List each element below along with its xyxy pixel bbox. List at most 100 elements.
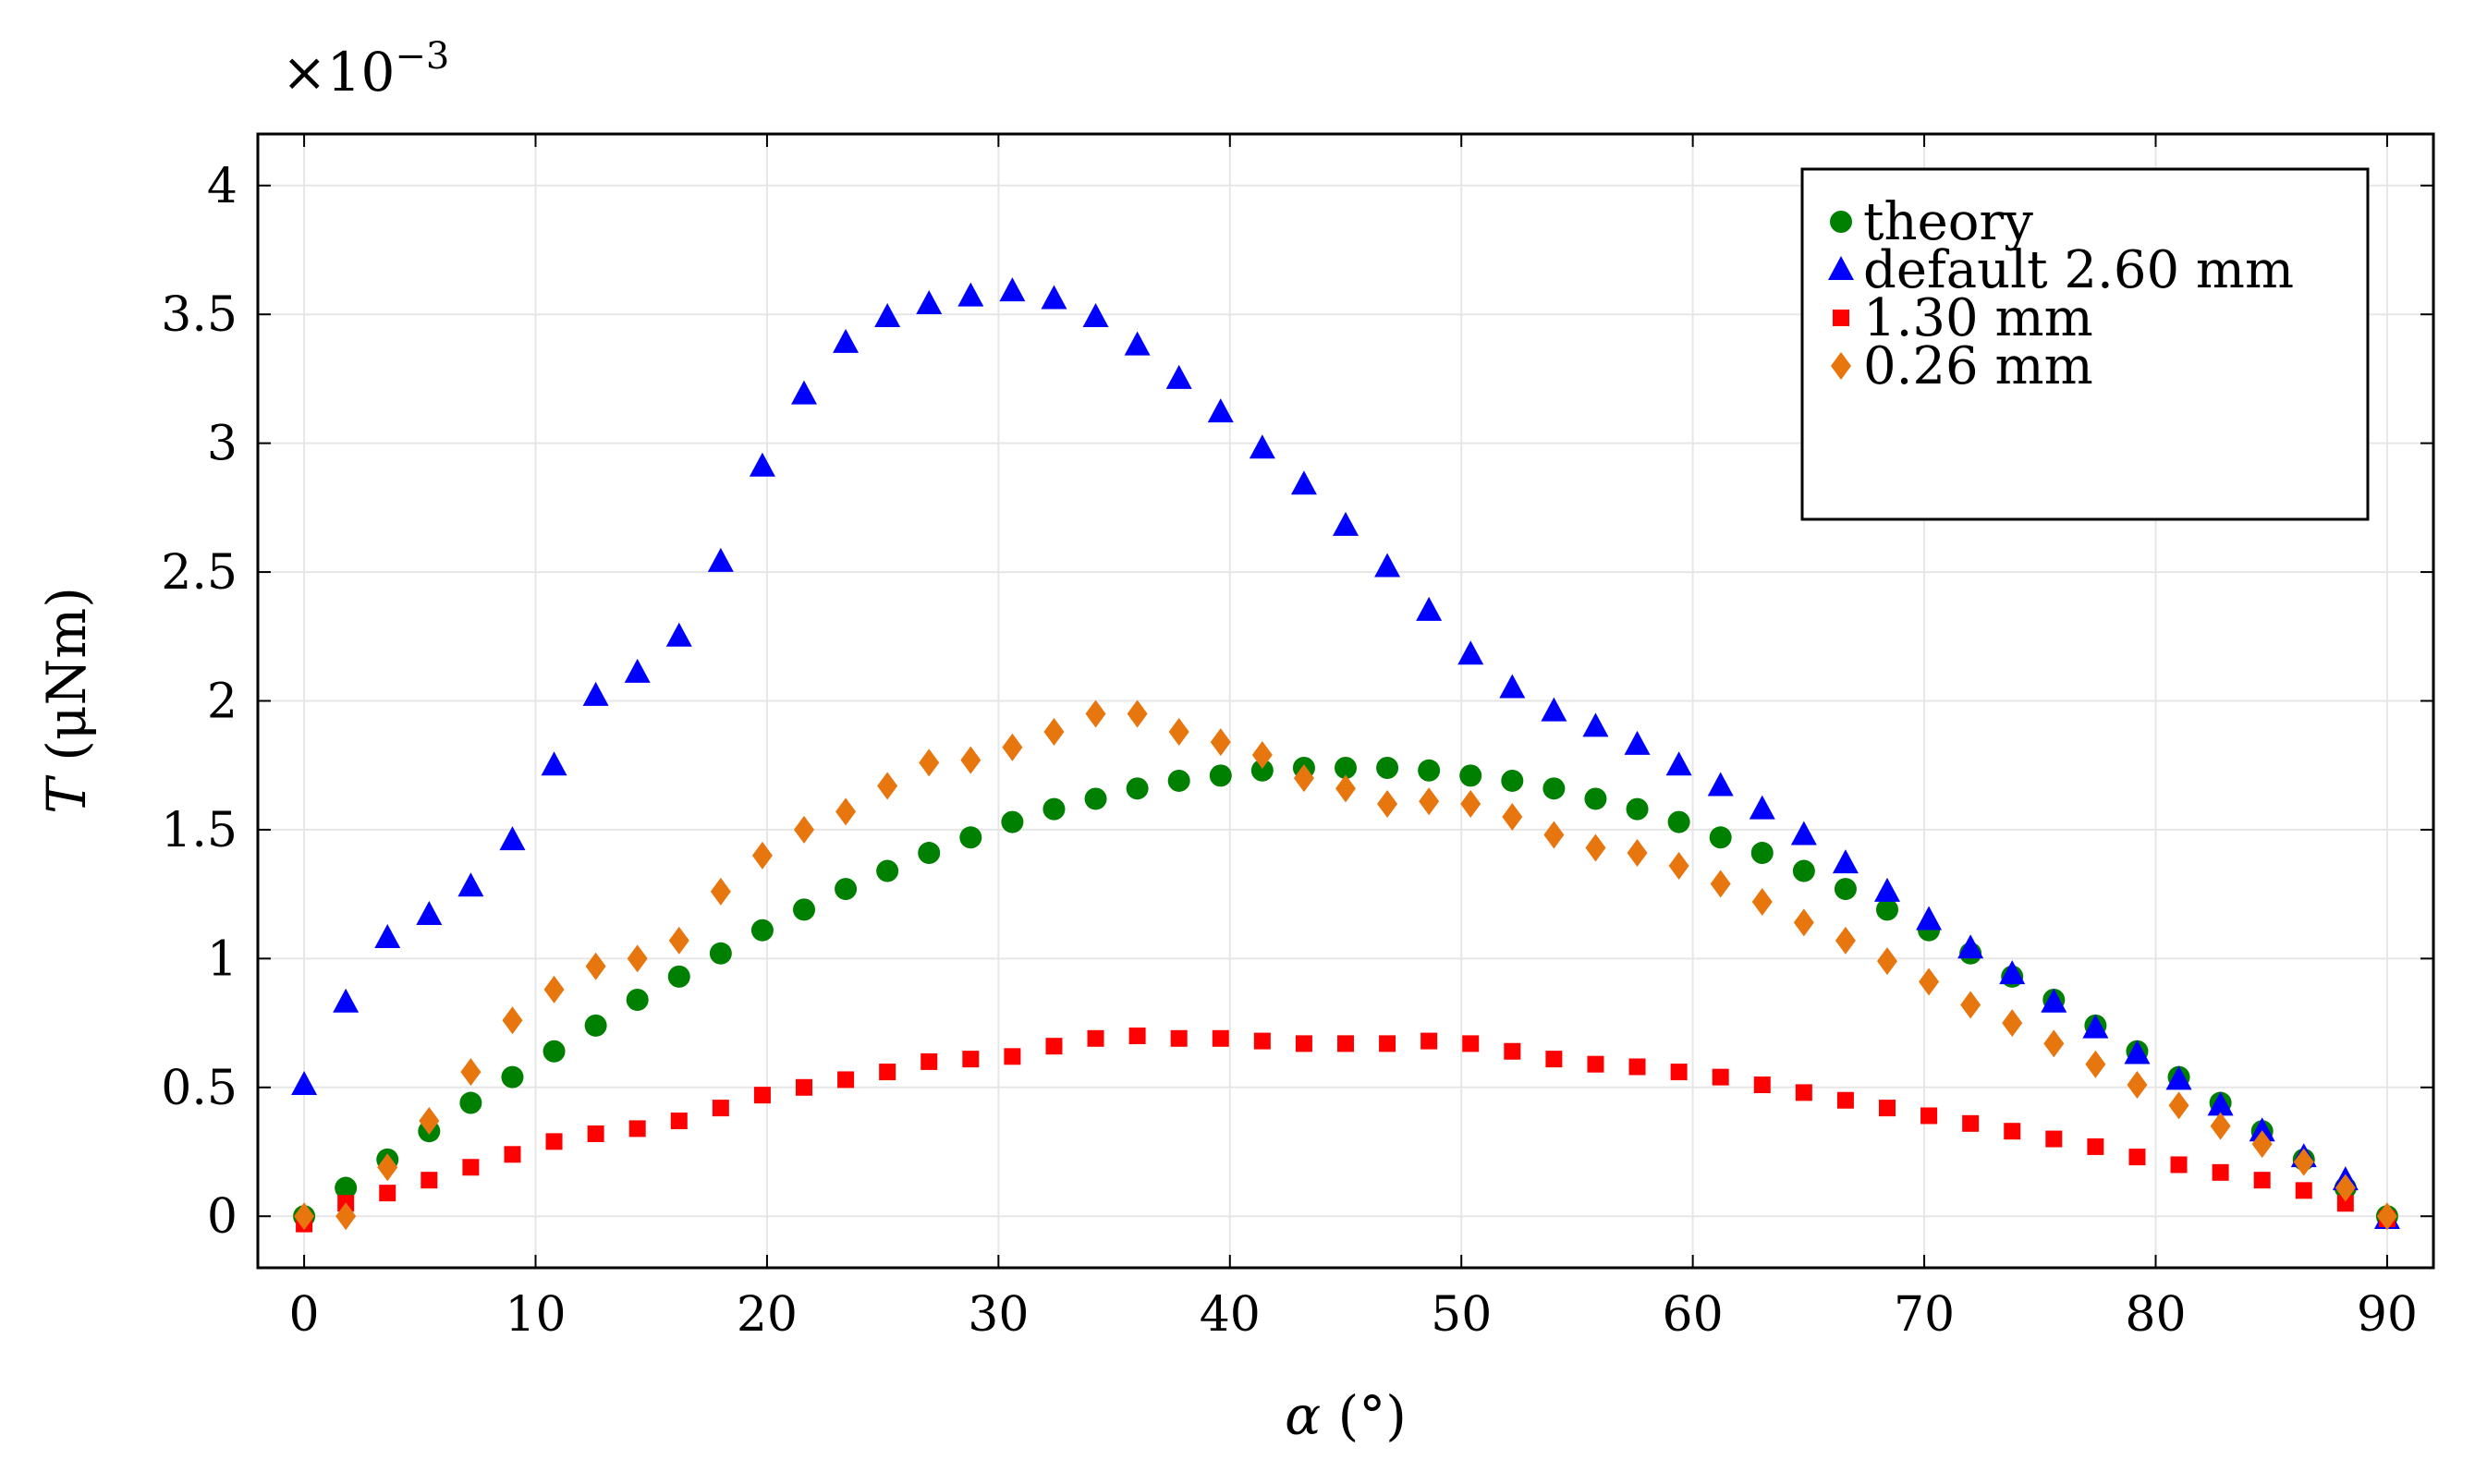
data-point xyxy=(1628,1058,1646,1076)
y-tick-labels: 0 0.5 1 1.5 2 2.5 3 3.5 4 xyxy=(161,159,238,1245)
data-point xyxy=(1128,1028,1146,1045)
data-point xyxy=(1457,640,1484,665)
data-point xyxy=(874,302,901,327)
data-point xyxy=(1124,331,1151,356)
data-point xyxy=(1712,1068,1729,1086)
legend-marker xyxy=(1830,211,1852,233)
y-multiplier: ×10−3 xyxy=(282,35,449,103)
data-point xyxy=(1709,826,1732,849)
x-tick-labels: 0 10 20 30 40 50 60 70 80 90 xyxy=(289,1287,2418,1343)
data-point xyxy=(1335,757,1357,780)
data-point xyxy=(504,1146,521,1163)
data-point xyxy=(1419,787,1440,816)
data-point xyxy=(1337,1035,1354,1052)
x-tick-label: 60 xyxy=(1663,1287,1724,1343)
data-point xyxy=(1627,839,1648,868)
data-point xyxy=(960,746,981,774)
data-point xyxy=(501,1065,524,1089)
legend-box xyxy=(1800,167,2370,521)
data-point xyxy=(416,900,443,925)
data-point xyxy=(2087,1137,2104,1155)
legend-label: 1.30 mm xyxy=(1863,288,2093,348)
x-axis-variable: α xyxy=(1285,1384,1321,1447)
data-point xyxy=(1499,674,1526,699)
data-point xyxy=(543,1040,566,1063)
data-point xyxy=(2293,1148,2314,1176)
data-point xyxy=(879,1064,896,1081)
data-point xyxy=(1209,764,1232,787)
data-point xyxy=(753,1087,771,1104)
data-point xyxy=(2045,1130,2063,1148)
legend-marker xyxy=(1828,256,1854,280)
y-axis-label: T (μNm) xyxy=(35,587,98,814)
data-point xyxy=(1916,906,1943,931)
data-point xyxy=(419,1107,440,1136)
data-point xyxy=(1749,795,1775,820)
data-point xyxy=(1665,751,1692,776)
data-point xyxy=(837,1071,855,1089)
data-point xyxy=(1832,849,1859,874)
grid xyxy=(258,134,2433,1268)
data-point xyxy=(1460,790,1481,819)
data-point xyxy=(916,290,943,315)
data-point xyxy=(624,658,651,683)
data-point xyxy=(959,826,982,849)
data-point xyxy=(1624,730,1651,755)
data-point xyxy=(1167,769,1190,792)
data-point xyxy=(1253,1032,1271,1050)
data-point xyxy=(462,1159,480,1176)
data-point xyxy=(1501,769,1524,792)
x-tick-label: 0 xyxy=(289,1287,320,1343)
y-tick-label: 0.5 xyxy=(161,1061,238,1116)
data-point xyxy=(294,1202,315,1231)
data-point xyxy=(2253,1172,2271,1189)
data-point xyxy=(543,975,565,1004)
data-point xyxy=(627,944,648,973)
data-point xyxy=(835,878,858,901)
data-point xyxy=(1376,757,1399,780)
data-point xyxy=(1002,733,1023,761)
data-point xyxy=(2376,1202,2397,1231)
data-point xyxy=(1751,888,1773,917)
data-point xyxy=(459,1091,482,1114)
data-point xyxy=(291,1071,318,1096)
data-point xyxy=(1210,728,1231,757)
data-point xyxy=(791,380,818,405)
data-point xyxy=(2002,1009,2023,1038)
data-point xyxy=(1085,699,1106,728)
data-point xyxy=(1753,1077,1771,1094)
data-point xyxy=(541,751,567,776)
data-point xyxy=(2128,1149,2146,1166)
plot-frame xyxy=(256,132,2435,1270)
data-point xyxy=(2251,1130,2273,1159)
data-point xyxy=(999,277,1026,302)
data-point xyxy=(499,826,526,851)
axis-ticks xyxy=(258,134,2433,1268)
y-tick-label: 4 xyxy=(207,159,238,214)
data-point xyxy=(1165,364,1192,389)
data-point xyxy=(1170,1029,1188,1047)
data-point xyxy=(502,1006,523,1035)
legend-label: 0.26 mm xyxy=(1863,336,2093,396)
data-point xyxy=(1793,908,1814,937)
data-point xyxy=(457,872,484,897)
y-multiplier-exp: −3 xyxy=(395,35,449,78)
data-point xyxy=(833,328,860,353)
data-point xyxy=(2295,1182,2312,1199)
y-axis-variable: T xyxy=(35,774,98,814)
y-tick-label: 3.5 xyxy=(161,287,238,343)
data-point xyxy=(1668,851,1689,880)
data-point xyxy=(1087,1029,1104,1047)
data-point xyxy=(1004,1048,1021,1065)
x-axis-unit: (°) xyxy=(1321,1384,1407,1447)
data-point xyxy=(1585,833,1606,862)
data-point xyxy=(921,1052,938,1070)
data-point xyxy=(582,681,609,706)
data-point xyxy=(1750,842,1774,865)
data-point xyxy=(918,842,941,865)
data-point xyxy=(1045,1038,1063,1055)
data-point xyxy=(2085,1050,2106,1078)
y-tick-label: 2 xyxy=(207,675,238,730)
